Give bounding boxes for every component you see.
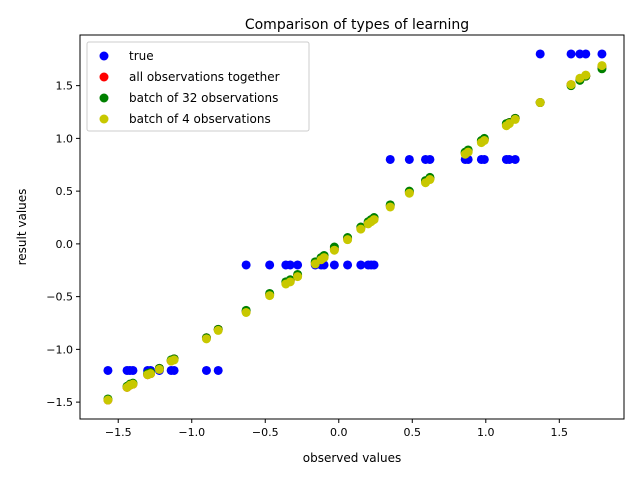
data-point [463,147,473,157]
data-point [369,260,379,270]
data-point [597,61,607,71]
x-tick-label: 1.5 [551,426,569,439]
data-point [581,70,591,80]
data-point [356,260,366,270]
x-axis-label: observed values [303,451,401,465]
legend-label: true [129,49,154,63]
plot-frame [79,34,625,420]
data-point [329,260,339,270]
data-point [404,154,414,164]
data-point [241,260,251,270]
series-3 [103,61,607,405]
y-tick-label: 0.0 [56,238,74,251]
data-point [103,365,113,375]
chart-title: Comparison of types of learning [245,17,469,33]
data-point [385,202,395,212]
data-points [103,49,607,405]
data-point [241,307,251,317]
legend-marker [99,72,109,82]
data-point [213,325,223,335]
x-tick-label: 1.0 [477,426,495,439]
data-point [535,49,545,59]
data-point [285,260,295,270]
x-tick-label: 0.5 [404,426,422,439]
data-point [535,98,545,108]
data-point [213,365,223,375]
x-axis-ticks: −1.5 −1.0 −0.5 0.0 0.5 1.0 1.5 [105,419,568,439]
data-point [581,49,591,59]
y-tick-label: −1.5 [46,396,73,409]
data-point [293,260,303,270]
y-tick-label: −0.5 [46,291,73,304]
data-point [154,364,164,374]
x-tick-label: −1.5 [105,426,132,439]
legend-marker [99,93,109,103]
y-tick-label: 1.5 [56,80,74,93]
data-point [169,355,179,365]
legend-item: batch of 32 observations [99,91,278,105]
data-point [510,114,520,124]
y-axis-ticks: −1.5 −1.0 −0.5 0.0 0.5 1.0 1.5 [46,80,80,409]
data-point [343,260,353,270]
legend-label: all observations together [129,70,280,84]
data-point [201,334,211,344]
data-point [479,154,489,164]
legend-marker [99,51,109,61]
data-point [128,379,138,389]
data-point [319,253,329,263]
legend-item: all observations together [99,70,280,84]
data-point [566,80,576,90]
data-point [343,235,353,245]
data-point [510,154,520,164]
legend-item: true [99,49,154,63]
data-point [425,175,435,185]
y-tick-label: −1.0 [46,343,73,356]
data-point [479,135,489,145]
legend-label: batch of 4 observations [129,112,271,126]
data-point [566,49,576,59]
data-point [329,245,339,255]
data-point [425,154,435,164]
x-tick-label: 0.0 [330,426,348,439]
legend-label: batch of 32 observations [129,91,278,105]
data-point [369,215,379,225]
data-point [285,277,295,287]
x-tick-label: −1.0 [178,426,205,439]
legend-marker [99,114,109,124]
data-point [146,369,156,379]
data-point [293,272,303,282]
data-point [265,260,275,270]
data-point [169,365,179,375]
x-tick-label: −0.5 [252,426,279,439]
data-point [385,154,395,164]
legend-item: batch of 4 observations [99,112,271,126]
legend-box [86,41,310,132]
data-point [103,395,113,405]
data-point [597,49,607,59]
data-point [404,188,414,198]
data-point [265,291,275,301]
y-axis-label: result values [15,189,29,266]
data-point [356,224,366,234]
data-point [201,365,211,375]
y-tick-label: 1.0 [56,132,74,145]
y-tick-label: 0.5 [56,185,74,198]
legend: true all observations together batch of 32… [86,41,310,132]
data-point [128,365,138,375]
